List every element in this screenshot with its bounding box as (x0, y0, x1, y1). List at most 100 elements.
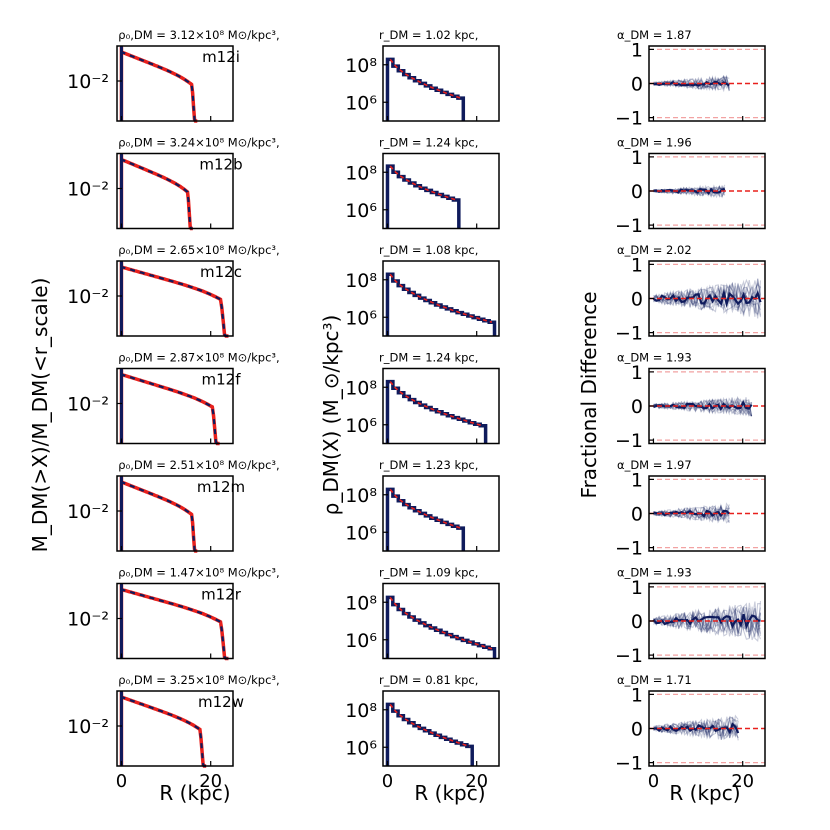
data-curve (120, 154, 193, 230)
axes-frame (382, 367, 500, 445)
y-tick-label: 0 (631, 396, 643, 418)
fracdiff-realisation (653, 503, 730, 521)
rdm-label: r_DM = 1.24 kpc, (379, 351, 478, 365)
y-tick-label: −1 (615, 753, 643, 775)
fracdiff-realisation (653, 602, 761, 637)
fracdiff-realisation (653, 719, 739, 740)
rdm-label: r_DM = 1.02 kpc, (379, 28, 478, 42)
y-tick-label: 10⁸ (345, 270, 377, 292)
density-panel: 10⁸ 10⁶ r_DM = 1.24 kpc, (345, 136, 500, 230)
halo-label: m12i (202, 48, 240, 66)
y-tick-label: −1 (615, 323, 643, 345)
y-tick-label: 1 (631, 254, 643, 276)
y-tick-label: 10⁶ (345, 630, 377, 652)
rho0-label: ρ₀,DM = 2.51×10⁸ M⊙/kpc³, (118, 458, 279, 472)
halo-label: m12c (200, 263, 242, 281)
y-tick-label: 0 (631, 719, 643, 741)
density-histogram (385, 595, 497, 659)
y-tick-label: 10⁻² (67, 716, 109, 738)
row-m12m: 10⁻² m12m ρ₀,DM = 2.51×10⁸ M⊙/kpc³, 10⁸ 10⁶ r… (67, 458, 766, 560)
y-tick-label: 10⁶ (345, 307, 377, 329)
fracdiff-realisation (653, 74, 730, 91)
density-histogram (385, 272, 497, 337)
y-tick-label: −1 (615, 108, 643, 130)
alpha-label: α_DM = 1.93 (617, 351, 692, 365)
fracdiff-realisation (653, 607, 762, 637)
fracdiff-realisation (653, 718, 739, 740)
data-curve (120, 476, 198, 553)
y-tick-label: 0 (631, 289, 643, 311)
cumulative-panel: 10⁻² m12w ρ₀,DM = 3.25×10⁸ M⊙/kpc³, 0 20 (67, 673, 280, 792)
data-curve (120, 584, 229, 660)
model-curve (119, 476, 198, 553)
y-tick-label: 10⁸ (345, 700, 377, 722)
y-tick-label: 10⁸ (345, 592, 377, 614)
model-curve (389, 58, 461, 99)
axes-frame (382, 475, 500, 552)
row-m12f: 10⁻² m12f ρ₀,DM = 2.87×10⁸ M⊙/kpc³, 10⁸ 10⁶ r… (67, 351, 766, 452)
y-tick-label: 10⁶ (345, 92, 377, 114)
x-tick-label: 0 (648, 771, 659, 792)
data-curve (120, 46, 198, 123)
rho0-label: ρ₀,DM = 3.12×10⁸ M⊙/kpc³, (118, 28, 279, 42)
density-panel: 10⁸ 10⁶ r_DM = 1.08 kpc, (345, 243, 500, 337)
axes-frame (116, 45, 234, 122)
data-curve (120, 691, 207, 768)
alpha-label: α_DM = 1.87 (617, 28, 692, 42)
y-tick-label: 1 (631, 147, 643, 169)
rho0-label: ρ₀,DM = 2.87×10⁸ M⊙/kpc³, (118, 351, 279, 365)
fracdiff-panel: 1 0 −1 α_DM = 2.02 (615, 243, 766, 345)
data-curve (120, 261, 229, 338)
cumulative-panel: 10⁻² m12b ρ₀,DM = 3.24×10⁸ M⊙/kpc³, (67, 136, 280, 231)
ylabel-col2: ρ_DM(X) (M_⊙/kpc³) (319, 315, 343, 516)
fracdiff-median (652, 614, 761, 630)
density-panel: 10⁸ 10⁶ r_DM = 0.81 kpc, 0 20 (345, 673, 500, 792)
y-tick-label: 10⁶ (345, 415, 377, 437)
cumulative-panel: 10⁻² m12r ρ₀,DM = 1.47×10⁸ M⊙/kpc³, (67, 566, 280, 661)
alpha-label: α_DM = 1.96 (617, 136, 692, 150)
y-tick-label: 0 (631, 504, 643, 526)
fracdiff-realisation (653, 606, 762, 640)
y-tick-label: 1 (631, 684, 643, 706)
fracdiff-panel: 1 0 −1 α_DM = 1.96 (615, 136, 766, 237)
x-tick-label: 20 (731, 771, 754, 792)
y-tick-label: 1 (631, 39, 643, 61)
fracdiff-realisation (653, 75, 730, 90)
density-panel: 10⁸ 10⁶ r_DM = 1.09 kpc, (345, 566, 500, 660)
density-histogram (385, 57, 466, 122)
y-tick-label: 10⁻² (67, 501, 109, 523)
axes-frame (382, 260, 500, 337)
rdm-label: r_DM = 1.23 kpc, (379, 458, 478, 472)
y-tick-label: 10⁶ (345, 522, 377, 544)
halo-label: m12b (199, 156, 242, 174)
cumulative-panel: 10⁻² m12i ρ₀,DM = 3.12×10⁸ M⊙/kpc³, (67, 28, 280, 123)
halo-label: m12m (197, 478, 245, 496)
fracdiff-realisation (653, 720, 739, 740)
x-tick-label: 0 (116, 771, 127, 792)
axes-frame (382, 152, 500, 230)
density-panel: 10⁸ 10⁶ r_DM = 1.24 kpc, (345, 351, 500, 445)
axes-frame (116, 690, 234, 767)
fracdiff-realisation (653, 603, 761, 641)
rho0-label: ρ₀,DM = 1.47×10⁸ M⊙/kpc³, (118, 566, 279, 580)
alpha-label: α_DM = 1.97 (617, 458, 692, 472)
axes-frame (116, 367, 234, 445)
row-m12b: 10⁻² m12b ρ₀,DM = 3.24×10⁸ M⊙/kpc³, 10⁸ 10⁶ r… (67, 136, 766, 237)
alpha-label: α_DM = 1.71 (617, 673, 692, 687)
fracdiff-panel: 1 0 −1 α_DM = 1.93 (615, 351, 766, 452)
fracdiff-panel: 10−1α_DM = 1.710 20 (615, 673, 766, 792)
halo-label: m12f (202, 371, 242, 389)
ylabel-col3: Fractional Difference (577, 291, 601, 498)
rdm-label: r_DM = 0.81 kpc, (379, 673, 478, 687)
fracdiff-realisation (653, 280, 762, 319)
xlabel-col2: R (kpc) (414, 781, 485, 805)
x-tick-label: 20 (465, 771, 488, 792)
model-curve (389, 273, 493, 323)
fracdiff-realisation (653, 605, 761, 639)
fracdiff-realisation (653, 279, 762, 315)
y-tick-label: 10⁶ (345, 200, 377, 222)
y-tick-label: 10⁸ (345, 377, 377, 399)
density-histogram (385, 487, 466, 552)
density-panel: 10⁸ 10⁶ r_DM = 1.23 kpc, (345, 458, 500, 552)
density-histogram (385, 702, 474, 767)
